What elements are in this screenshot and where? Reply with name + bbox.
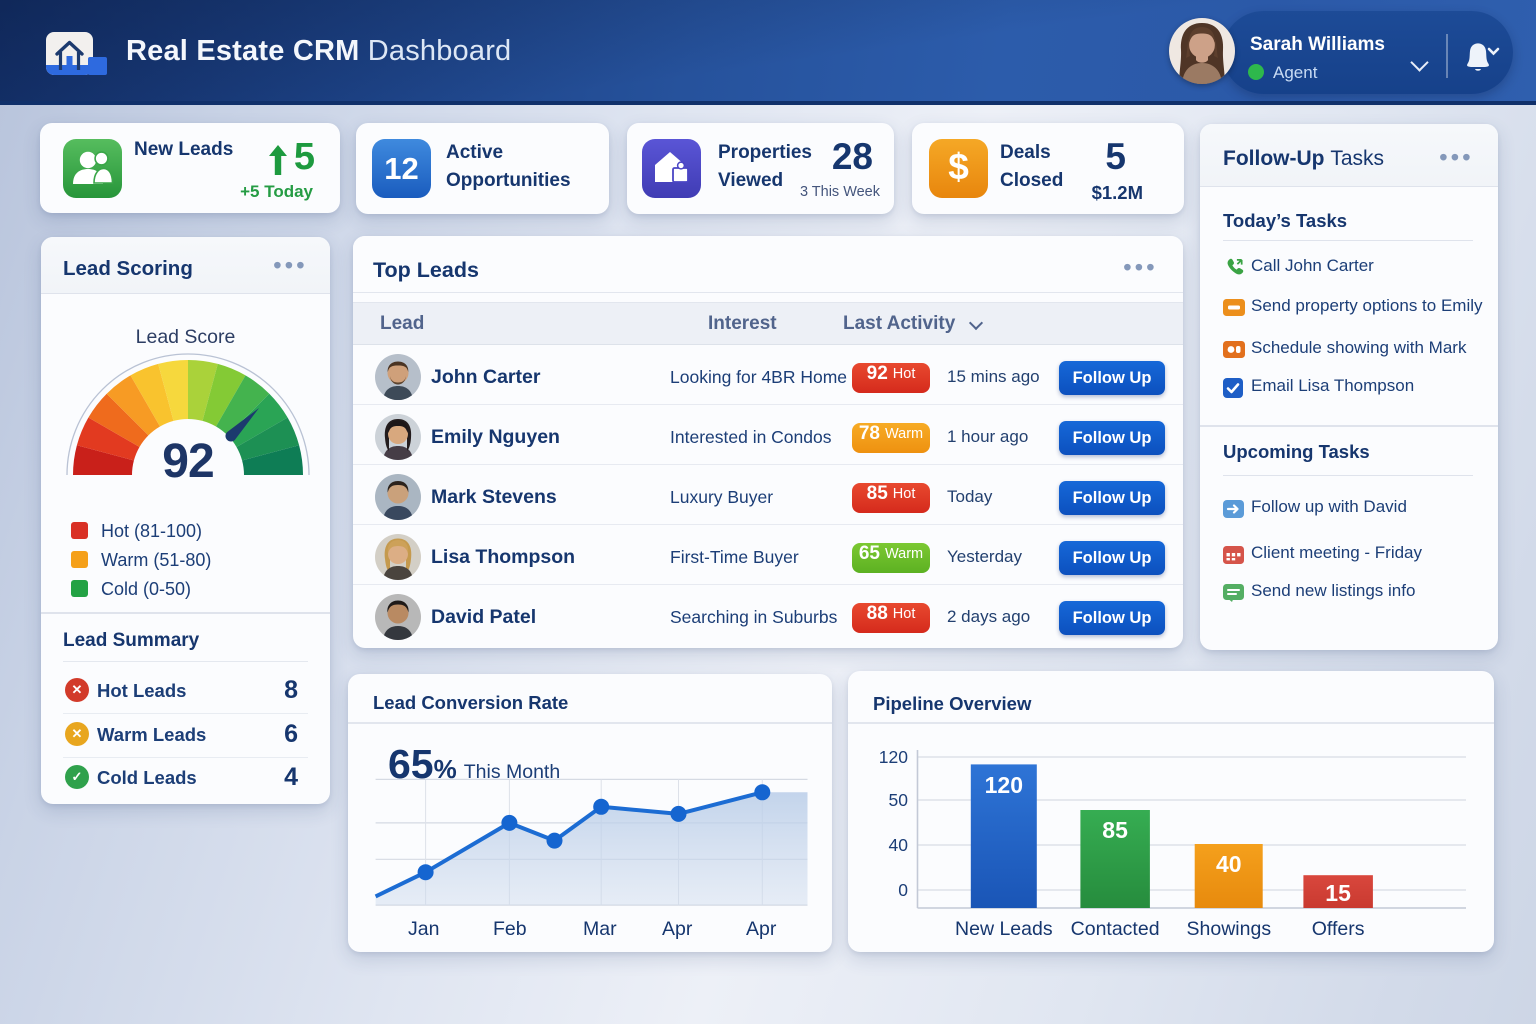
svg-text:Showings: Showings	[1187, 918, 1272, 940]
svg-text:0: 0	[898, 880, 908, 900]
svg-text:40: 40	[889, 835, 909, 855]
svg-text:Offers: Offers	[1312, 918, 1365, 940]
svg-text:40: 40	[1216, 851, 1242, 877]
svg-text:Contacted: Contacted	[1071, 918, 1160, 940]
svg-text:85: 85	[1102, 817, 1128, 843]
svg-text:New Leads: New Leads	[955, 918, 1053, 940]
svg-text:15: 15	[1325, 880, 1351, 906]
svg-text:50: 50	[889, 790, 909, 810]
svg-text:120: 120	[879, 747, 908, 767]
svg-text:120: 120	[985, 772, 1023, 798]
